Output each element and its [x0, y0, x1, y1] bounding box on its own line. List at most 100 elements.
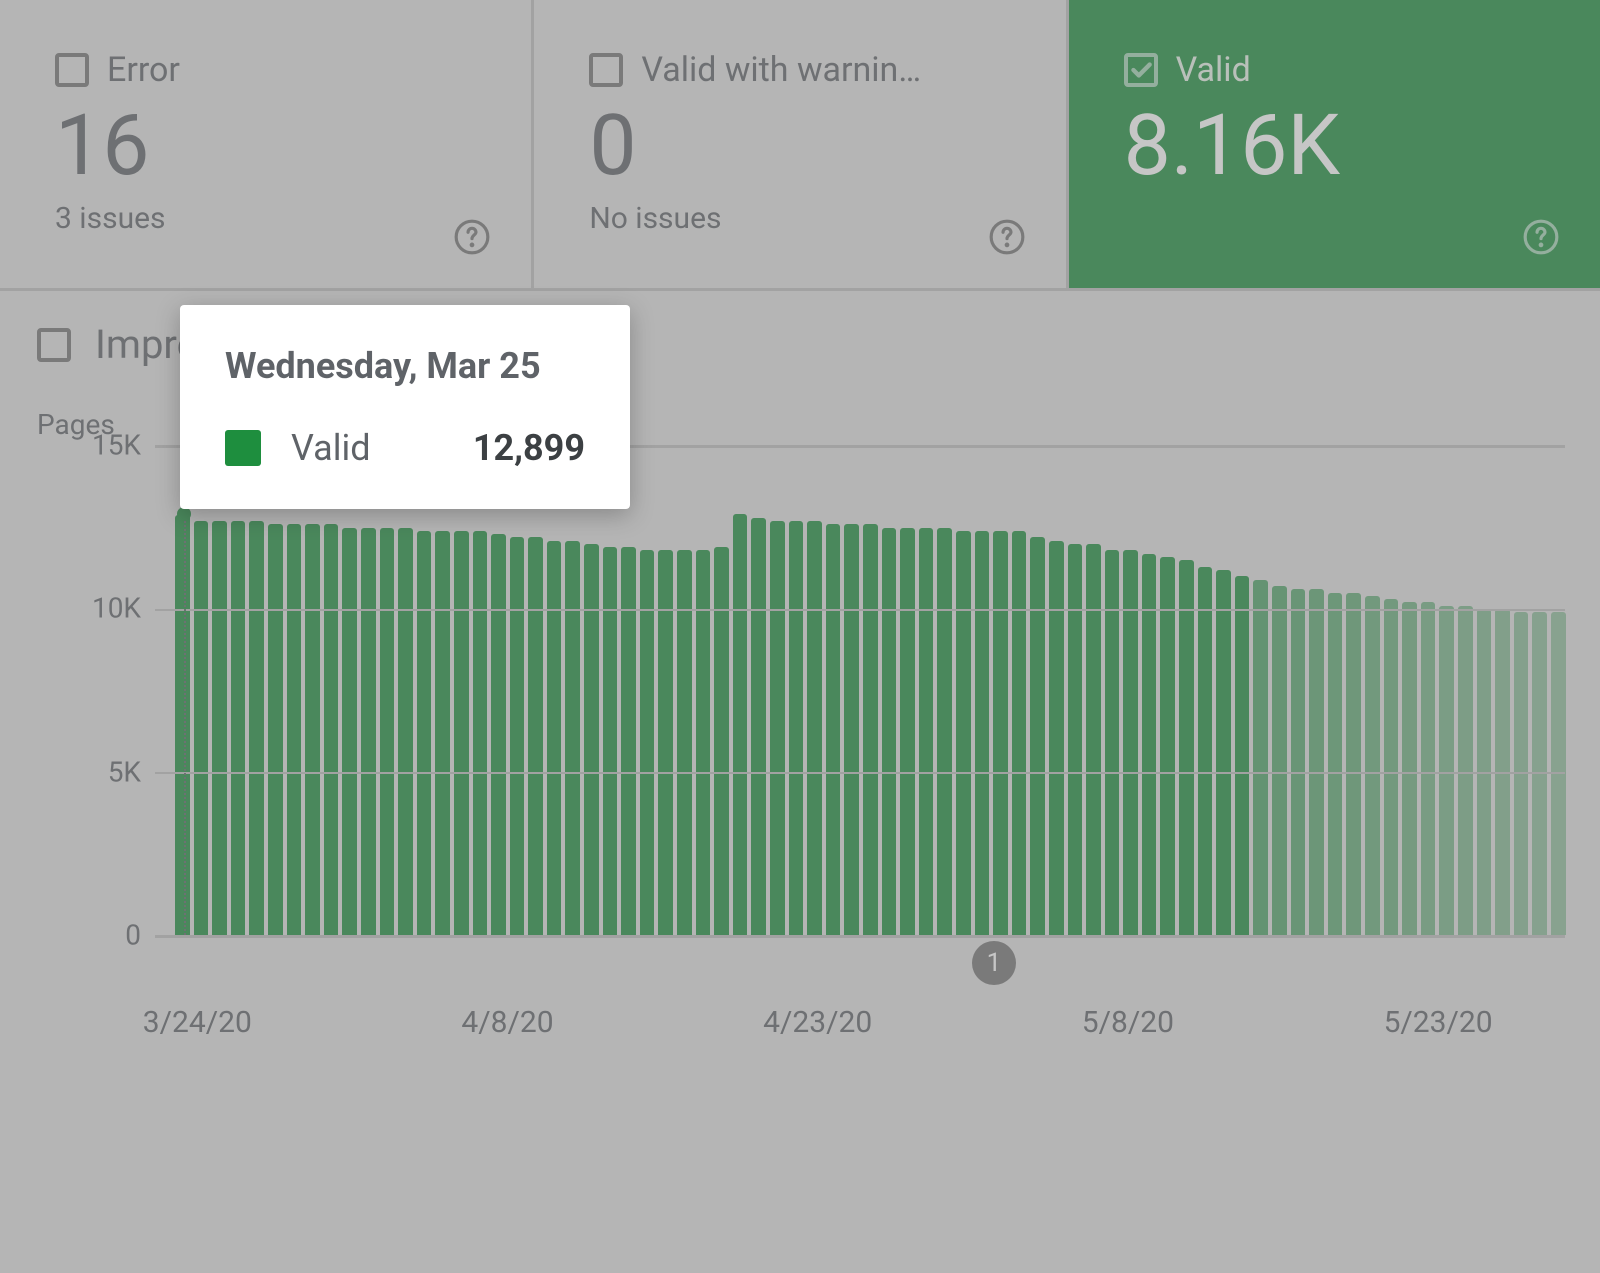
chart-plot[interactable]: 1 — [155, 445, 1565, 935]
chart-bar[interactable] — [714, 547, 729, 935]
chart-bar[interactable] — [417, 531, 432, 935]
chart-bar[interactable] — [510, 537, 525, 935]
chart-bar[interactable] — [770, 521, 785, 935]
chart-bar[interactable] — [175, 515, 190, 936]
chart-bar[interactable] — [1402, 602, 1417, 935]
status-cards-row: Error 16 3 issues Valid with warnin… 0 N… — [0, 0, 1600, 291]
chart-bar[interactable] — [1458, 606, 1473, 935]
help-icon[interactable] — [1522, 218, 1560, 260]
tooltip-series-value: 12,899 — [473, 427, 585, 469]
chart-bar[interactable] — [1328, 593, 1343, 935]
chart-bar[interactable] — [919, 528, 934, 936]
chart-bar[interactable] — [398, 528, 413, 936]
chart-tooltip: Wednesday, Mar 25 Valid 12,899 — [180, 305, 630, 509]
chart-bar[interactable] — [1160, 557, 1175, 935]
gridline — [155, 772, 1565, 774]
tooltip-swatch — [225, 430, 261, 466]
chart-bar[interactable] — [454, 531, 469, 935]
chart-bar[interactable] — [1384, 599, 1399, 935]
chart-bar[interactable] — [287, 524, 302, 935]
chart-bar[interactable] — [1198, 567, 1213, 935]
x-axis: 3/24/204/8/204/23/205/8/205/23/20 — [155, 1005, 1565, 1045]
chart-bar[interactable] — [1030, 537, 1045, 935]
card-warning-header: Valid with warnin… — [589, 50, 1010, 90]
chart-bar[interactable] — [1365, 596, 1380, 935]
chart-bar[interactable] — [435, 531, 450, 935]
chart-bar[interactable] — [491, 534, 506, 935]
x-tick-label: 5/8/20 — [1082, 1005, 1174, 1040]
chart-bar[interactable] — [584, 544, 599, 935]
chart-bar[interactable] — [1216, 570, 1231, 935]
chart-bar[interactable] — [789, 521, 804, 935]
chart-bar[interactable] — [1272, 586, 1287, 935]
chart-bar[interactable] — [733, 514, 748, 935]
card-error[interactable]: Error 16 3 issues — [0, 0, 534, 288]
chart-bar[interactable] — [603, 547, 618, 935]
chart-bar[interactable] — [249, 521, 264, 935]
chart-bar[interactable] — [863, 524, 878, 935]
chart-bar[interactable] — [380, 528, 395, 936]
chart-bar[interactable] — [268, 524, 283, 935]
chart-bar[interactable] — [900, 528, 915, 936]
chart-bar[interactable] — [807, 521, 822, 935]
x-tick-label: 4/23/20 — [763, 1005, 872, 1040]
card-error-header: Error — [55, 50, 476, 90]
chart-bar[interactable] — [1049, 541, 1064, 935]
chart-bar[interactable] — [956, 531, 971, 935]
card-error-sub: 3 issues — [55, 201, 476, 236]
checkbox-valid[interactable] — [1124, 53, 1158, 87]
y-tick-label: 5K — [108, 755, 141, 788]
chart-bar[interactable] — [1179, 560, 1194, 935]
chart-bar[interactable] — [1253, 580, 1268, 935]
chart-bar[interactable] — [324, 524, 339, 935]
card-warning-value: 0 — [589, 96, 1010, 195]
card-error-label: Error — [107, 50, 180, 90]
chart-area[interactable]: 15K10K5K0 1 — [35, 445, 1565, 935]
card-warning[interactable]: Valid with warnin… 0 No issues — [534, 0, 1068, 288]
checkbox-impressions[interactable] — [37, 328, 71, 362]
chart-bar[interactable] — [1068, 544, 1083, 935]
tooltip-date: Wednesday, Mar 25 — [225, 345, 585, 387]
chart-bar[interactable] — [212, 521, 227, 935]
y-tick-label: 0 — [125, 919, 141, 952]
chart-bars — [155, 446, 1565, 935]
chart-bar[interactable] — [1086, 544, 1101, 935]
chart-bar[interactable] — [1421, 602, 1436, 935]
chart-bar[interactable] — [231, 521, 246, 935]
card-valid-label: Valid — [1176, 50, 1251, 90]
chart-bar[interactable] — [547, 541, 562, 935]
card-error-value: 16 — [55, 96, 476, 195]
y-axis: 15K10K5K0 — [35, 445, 155, 935]
chart-bar[interactable] — [565, 541, 580, 935]
chart-bar[interactable] — [993, 531, 1008, 935]
chart-bar[interactable] — [826, 524, 841, 935]
chart-bar[interactable] — [844, 524, 859, 935]
chart-bar[interactable] — [621, 547, 636, 935]
checkbox-warning[interactable] — [589, 53, 623, 87]
tooltip-series-label: Valid — [291, 427, 473, 469]
chart-bar[interactable] — [882, 528, 897, 936]
chart-bar[interactable] — [1291, 589, 1306, 935]
card-valid[interactable]: Valid 8.16K — [1069, 0, 1600, 288]
chart-bar[interactable] — [1346, 593, 1361, 935]
chart-bar[interactable] — [194, 521, 209, 935]
annotation-marker[interactable]: 1 — [972, 941, 1016, 985]
card-valid-header: Valid — [1124, 50, 1545, 90]
help-icon[interactable] — [988, 218, 1026, 260]
chart-bar[interactable] — [342, 528, 357, 936]
chart-bar[interactable] — [1012, 531, 1027, 935]
chart-bar[interactable] — [975, 531, 990, 935]
chart-bar[interactable] — [305, 524, 320, 935]
chart-bar[interactable] — [1309, 589, 1324, 935]
y-tick-label: 10K — [92, 592, 141, 625]
chart-bar[interactable] — [937, 528, 952, 936]
help-icon[interactable] — [453, 218, 491, 260]
chart-bar[interactable] — [751, 518, 766, 935]
chart-bar[interactable] — [1439, 606, 1454, 935]
chart-bar[interactable] — [528, 537, 543, 935]
chart-bar[interactable] — [473, 531, 488, 935]
gridline — [155, 935, 1565, 938]
checkbox-error[interactable] — [55, 53, 89, 87]
chart-bar[interactable] — [1235, 576, 1250, 935]
chart-bar[interactable] — [361, 528, 376, 936]
